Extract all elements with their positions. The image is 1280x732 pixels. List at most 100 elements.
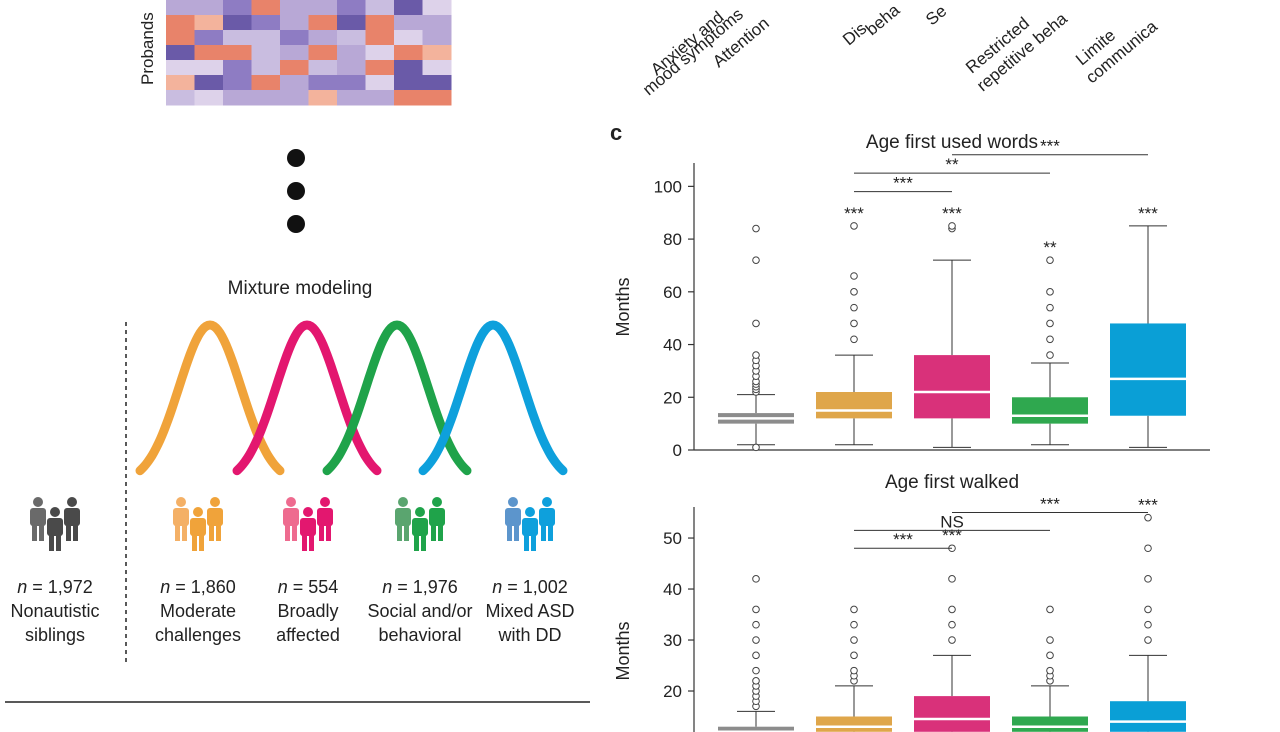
- heatmap-cell: [422, 0, 452, 16]
- class-count: n = 1,002: [492, 577, 568, 597]
- heatmap-cell: [308, 75, 338, 91]
- outlier-point: [752, 256, 760, 264]
- heatmap-cell: [308, 60, 338, 76]
- panel-b-graphics: [5, 0, 590, 703]
- person-figure: [317, 497, 333, 541]
- heatmap-cell: [337, 0, 366, 16]
- outlier-point: [1046, 288, 1054, 296]
- heatmap-cell: [365, 45, 395, 61]
- significance-label: ***: [942, 526, 962, 545]
- box-group: ***: [816, 204, 892, 446]
- outlier-point: [948, 605, 956, 614]
- heatmap-cell: [166, 30, 195, 46]
- y-tick-label: 0: [673, 441, 682, 460]
- heatmap-cell: [337, 45, 366, 61]
- box-group: [718, 575, 794, 732]
- heatmap-cell: [394, 90, 423, 106]
- class-count: n = 1,976: [382, 577, 458, 597]
- class-caption: n = 1,860 Moderate challenges: [128, 575, 268, 647]
- heatmap-cell: [166, 75, 195, 91]
- heatmap-cell: [394, 30, 423, 46]
- outlier-point: [850, 651, 858, 660]
- heatmap-cell: [194, 75, 224, 91]
- outlier-point: [752, 677, 760, 685]
- heatmap-cell: [365, 15, 395, 31]
- outlier-point: [850, 222, 858, 230]
- outlier-point: [752, 319, 760, 328]
- heatmap-cell: [194, 90, 224, 106]
- box: [914, 355, 990, 419]
- heatmap-cell: [280, 30, 309, 46]
- significance-label: **: [1043, 238, 1057, 257]
- comparison-label: **: [945, 155, 959, 174]
- heatmap-cell: [223, 15, 252, 31]
- heatmap-cell: [194, 15, 224, 31]
- heatmap-cell: [308, 45, 338, 61]
- outlier-point: [850, 272, 858, 280]
- heatmap-cell: [194, 30, 224, 46]
- significance-label: ***: [844, 204, 864, 223]
- heatmap-cell: [251, 75, 281, 91]
- heatmap-cell: [223, 0, 252, 16]
- outlier-point: [752, 651, 760, 660]
- outlier-point: [752, 351, 760, 359]
- person-figure: [173, 497, 189, 541]
- heatmap-cell: [394, 15, 423, 31]
- outlier-point: [1046, 303, 1054, 312]
- class-name: Mixed ASD: [485, 601, 575, 621]
- heatmap-cell: [337, 75, 366, 91]
- y-tick-label: 50: [663, 529, 682, 548]
- outlier-point: [752, 443, 760, 452]
- heatmap-cell: [280, 75, 309, 91]
- class-caption: n = 554 Broadly affected: [238, 575, 378, 647]
- heatmap-cell: [166, 15, 195, 31]
- class-caption: n = 1,972 Nonautistic siblings: [0, 575, 125, 647]
- box-group: [816, 605, 892, 732]
- heatmap-cell: [223, 30, 252, 46]
- heatmap-cell: [394, 45, 423, 61]
- heatmap-cell: [394, 0, 423, 16]
- box: [816, 716, 892, 732]
- person-figure: [412, 507, 428, 551]
- outlier-point: [1046, 256, 1054, 264]
- heatmap-cell: [365, 0, 395, 16]
- class-name: siblings: [24, 625, 86, 645]
- outlier-point: [752, 620, 760, 629]
- class-caption: n = 1,002 Mixed ASD with DD: [460, 575, 600, 647]
- y-tick-label: 60: [663, 283, 682, 302]
- y-tick-label: 20: [663, 682, 682, 701]
- heatmap-cell: [251, 15, 281, 31]
- person-figure: [505, 497, 521, 541]
- significance-label: ***: [1138, 496, 1158, 515]
- outlier-point: [1046, 651, 1054, 660]
- heatmap-cell: [280, 60, 309, 76]
- heatmap-cell: [337, 15, 366, 31]
- heatmap-cell: [308, 15, 338, 31]
- mixture-modeling-label: Mixture modeling: [227, 278, 373, 299]
- heatmap-cell: [337, 30, 366, 46]
- heatmap-cell: [308, 0, 338, 16]
- heatmap-cell: [223, 45, 252, 61]
- outlier-point: [752, 666, 760, 675]
- person-figure: [47, 507, 63, 551]
- boxplot-chart: Age first walked20304050Months*********N…: [613, 472, 1186, 732]
- person-figure: [300, 507, 316, 551]
- heatmap-cell: [166, 45, 195, 61]
- heatmap-cell: [365, 75, 395, 91]
- box-group: **: [1012, 238, 1088, 446]
- outlier-point: [1046, 319, 1054, 328]
- box: [1110, 701, 1186, 732]
- outlier-point: [948, 636, 956, 644]
- outlier-point: [752, 605, 760, 614]
- outlier-point: [1046, 351, 1054, 359]
- heatmap-cell: [365, 90, 395, 106]
- class-count: n = 1,972: [17, 577, 93, 597]
- y-tick-label: 100: [654, 177, 682, 196]
- outlier-point: [752, 575, 760, 583]
- heatmap-cell: [166, 90, 195, 106]
- heatmap-cell: [223, 90, 252, 106]
- box: [1110, 323, 1186, 416]
- boxplot-chart: Age first used words 0 20 40 60 80 100 Months **…: [613, 132, 1210, 460]
- outlier-point: [1144, 544, 1152, 553]
